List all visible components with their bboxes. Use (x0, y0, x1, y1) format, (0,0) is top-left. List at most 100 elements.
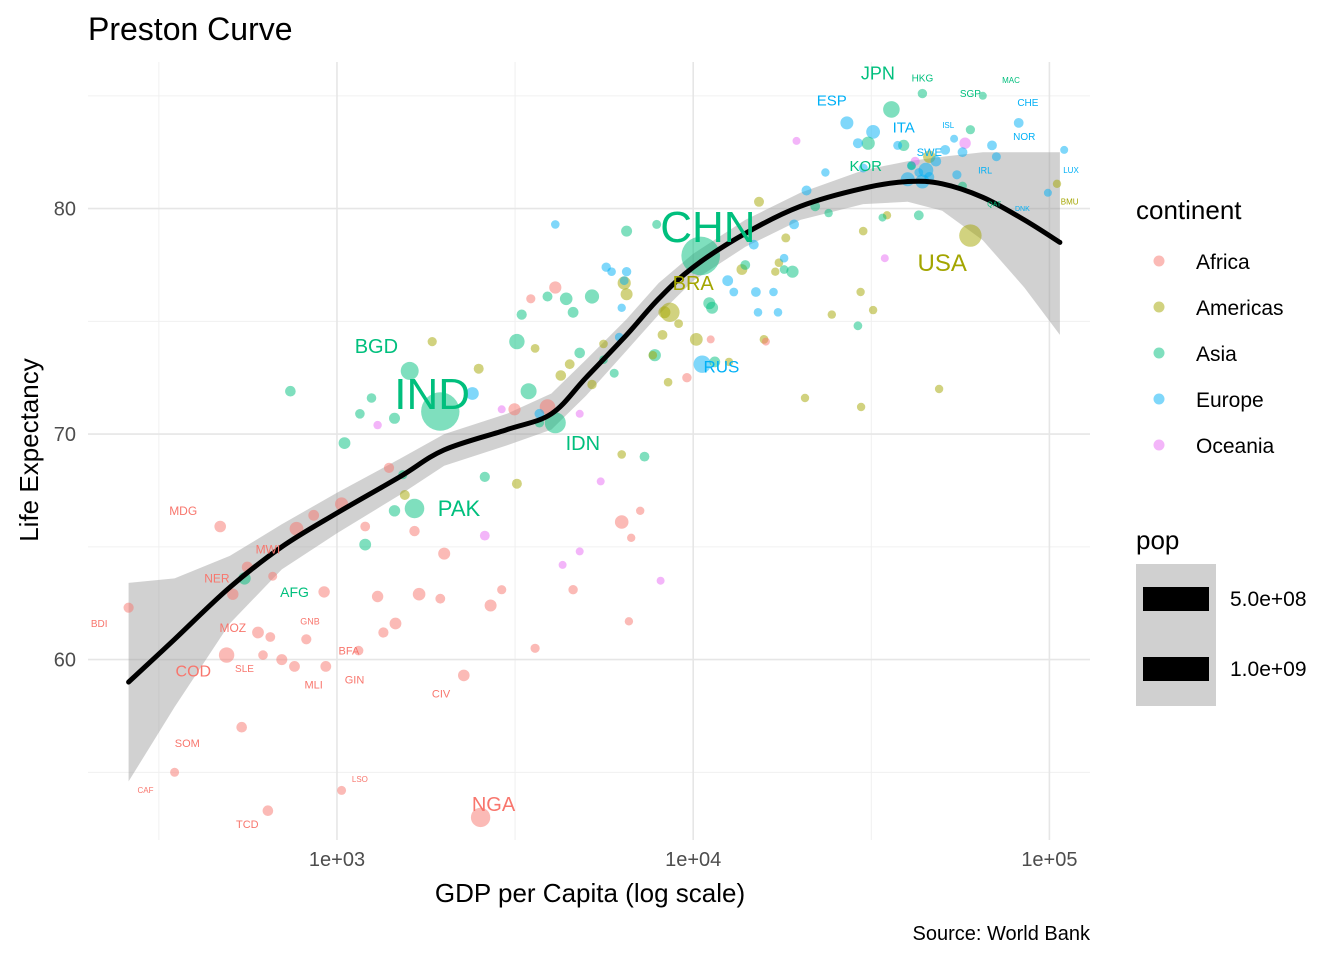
point-asia (709, 356, 721, 368)
point-asia (639, 451, 650, 462)
country-label: TCD (236, 819, 259, 831)
point-americas (617, 450, 626, 459)
legend-label-oceania: Oceania (1196, 435, 1275, 458)
confidence-ribbon (128, 152, 1060, 782)
point-oceania (479, 530, 490, 541)
point-europe (551, 220, 560, 229)
point-asia (652, 219, 662, 229)
point-africa (123, 602, 134, 613)
point-americas (599, 339, 608, 349)
legend-size-key (1143, 587, 1209, 611)
country-label: MWI (256, 542, 281, 556)
point-africa (276, 654, 288, 666)
country-label: AFG (280, 584, 309, 600)
grid (88, 62, 1090, 840)
point-oceania (959, 137, 971, 149)
chart-title: Preston Curve (88, 11, 293, 47)
smooth-confidence-band (128, 152, 1060, 782)
point-americas (620, 288, 633, 301)
country-label: GIN (345, 675, 365, 687)
point-africa (170, 767, 180, 777)
country-label: CHN (660, 203, 755, 252)
country-label: MOZ (219, 621, 246, 635)
country-label: IDN (566, 433, 600, 455)
country-label: CAF (138, 786, 154, 795)
point-oceania (656, 576, 665, 585)
point-europe (866, 124, 880, 139)
point-africa (258, 650, 268, 660)
point-europe (751, 287, 761, 297)
point-africa (268, 571, 278, 581)
point-africa (262, 805, 274, 816)
point-americas (511, 478, 522, 489)
point-oceania (575, 409, 584, 418)
point-asia (520, 383, 537, 400)
point-asia (706, 301, 719, 314)
point-europe (617, 303, 626, 312)
point-africa (530, 643, 540, 653)
point-africa (497, 585, 507, 595)
point-europe (1060, 145, 1069, 154)
country-label: COD (176, 664, 212, 681)
data-points (123, 88, 1069, 828)
point-americas (530, 344, 540, 353)
point-europe (801, 185, 812, 196)
point-asia (779, 265, 789, 274)
point-africa (761, 337, 770, 346)
point-asia (389, 412, 400, 424)
point-asia (740, 260, 751, 270)
country-label: BGD (355, 336, 398, 358)
point-asia (567, 306, 579, 318)
point-asia (359, 538, 372, 551)
point-asia (681, 236, 720, 276)
point-africa (320, 661, 332, 672)
country-label: GNB (300, 616, 320, 626)
x-tick-label: 1e+04 (665, 849, 721, 871)
point-africa (227, 588, 239, 600)
point-americas (663, 377, 673, 387)
point-africa (624, 617, 634, 626)
country-label: DNK (1015, 206, 1030, 213)
country-label: LSO (352, 775, 368, 784)
country-label: MAC (1002, 76, 1020, 85)
point-asia (878, 213, 887, 222)
point-europe (621, 267, 632, 277)
country-label: SWE (917, 147, 942, 159)
point-americas (856, 402, 866, 412)
point-asia (965, 125, 976, 135)
country-label: SGP (960, 89, 981, 100)
legend-key-africa (1153, 255, 1165, 267)
point-americas (473, 363, 484, 374)
point-africa (508, 403, 521, 416)
point-europe (858, 163, 868, 173)
point-africa (218, 647, 235, 663)
point-africa (378, 627, 389, 638)
point-oceania (373, 420, 382, 430)
point-europe (789, 219, 799, 230)
point-africa (301, 634, 312, 645)
point-europe (722, 275, 734, 287)
country-label: BMU (1061, 198, 1079, 207)
point-europe (991, 152, 1001, 162)
x-tick-label: 1e+05 (1021, 849, 1077, 871)
point-europe (957, 147, 968, 158)
point-americas (754, 196, 764, 207)
point-asia (913, 210, 924, 221)
point-asia (338, 437, 351, 449)
point-asia (509, 333, 525, 350)
legend-label-africa: Africa (1196, 251, 1250, 274)
point-americas (587, 379, 597, 390)
point-asia (786, 265, 799, 278)
point-africa (614, 515, 629, 529)
point-europe (769, 287, 778, 297)
point-africa (627, 533, 636, 542)
legend-size-title: pop (1136, 525, 1179, 555)
axis-ticks: 1e+03 1e+04 1e+05 60 70 80 (54, 199, 1078, 871)
point-africa (236, 721, 247, 733)
point-africa (435, 593, 446, 604)
y-axis-title: Life Expectancy (14, 358, 44, 542)
point-americas (427, 337, 437, 347)
point-europe (466, 387, 479, 400)
point-americas (689, 333, 703, 346)
country-label: LUX (1063, 166, 1079, 175)
